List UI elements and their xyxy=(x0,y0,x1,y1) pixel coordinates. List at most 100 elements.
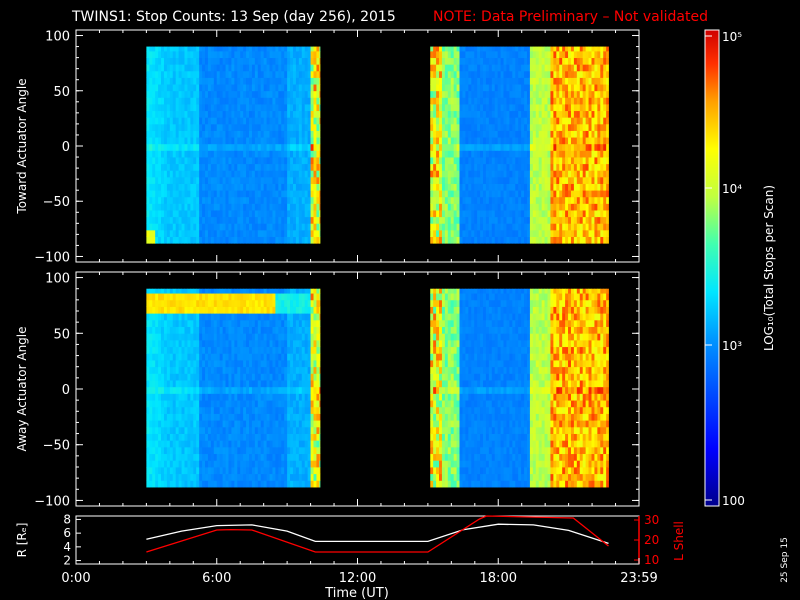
heatmap-cell xyxy=(199,123,203,131)
heatmap-cell xyxy=(152,110,156,118)
heatmap-cell xyxy=(225,373,229,381)
heatmap-cell xyxy=(582,157,587,165)
heatmap-cell xyxy=(149,453,153,461)
heatmap-cell xyxy=(254,236,259,244)
heatmap-cell xyxy=(199,210,203,218)
heatmap-cell xyxy=(275,77,279,85)
heatmap-cell xyxy=(284,236,288,244)
heatmap-cell xyxy=(161,413,165,421)
heatmap-cell xyxy=(304,170,309,178)
heatmap-cell xyxy=(295,70,300,78)
heatmap-cell xyxy=(439,210,443,218)
heatmap-cell xyxy=(316,104,320,112)
heatmap-cell xyxy=(509,176,513,184)
heatmap-cell xyxy=(456,196,460,204)
heatmap-cell xyxy=(175,216,180,224)
heatmap-cell xyxy=(246,90,250,98)
heatmap-cell xyxy=(246,420,250,428)
heatmap-cell xyxy=(184,299,188,307)
heatmap-cell xyxy=(216,306,221,314)
heatmap-cell xyxy=(275,236,279,244)
heatmap-cell xyxy=(430,163,434,171)
heatmap-cell xyxy=(526,77,531,85)
heatmap-cell xyxy=(606,190,609,198)
heatmap-cell xyxy=(585,123,589,131)
heatmap-cell xyxy=(222,360,226,368)
heatmap-cell xyxy=(553,77,557,85)
heatmap-cell xyxy=(535,90,540,98)
heatmap-cell xyxy=(196,117,200,125)
heatmap-cell xyxy=(169,196,174,204)
heatmap-cell xyxy=(485,117,490,125)
heatmap-cell xyxy=(483,203,487,211)
heatmap-cell xyxy=(213,57,218,65)
heatmap-cell xyxy=(243,339,247,348)
heatmap-cell xyxy=(450,143,455,151)
heatmap-cell xyxy=(439,90,443,98)
heatmap-cell xyxy=(485,137,490,145)
heatmap-cell xyxy=(553,203,557,211)
heatmap-cell xyxy=(532,210,537,218)
heatmap-cell xyxy=(222,467,226,475)
heatmap-cell xyxy=(459,110,463,118)
heatmap-cell xyxy=(240,446,244,455)
heatmap-cell xyxy=(161,400,165,408)
heatmap-cell xyxy=(298,77,303,85)
heatmap-cell xyxy=(178,333,182,341)
heatmap-cell xyxy=(316,229,320,237)
heatmap-cell xyxy=(196,426,200,434)
heatmap-cell xyxy=(172,104,177,112)
heatmap-cell xyxy=(163,117,168,125)
heatmap-cell xyxy=(149,293,153,301)
heatmap-cell xyxy=(249,426,253,434)
heatmap-cell xyxy=(228,473,232,481)
heatmap-cell xyxy=(562,137,566,145)
heatmap-cell xyxy=(205,196,209,204)
heatmap-cell xyxy=(166,360,171,368)
heatmap-cell xyxy=(251,77,256,85)
heatmap-cell xyxy=(149,163,153,171)
heatmap-cell xyxy=(254,420,259,428)
heatmap-cell xyxy=(219,420,224,428)
heatmap-cell xyxy=(163,190,168,198)
heatmap-cell xyxy=(292,110,297,118)
heatmap-cell xyxy=(237,467,241,475)
heatmap-cell xyxy=(228,130,232,138)
heatmap-cell xyxy=(158,104,162,112)
heatmap-cell xyxy=(588,183,592,191)
heatmap-cell xyxy=(246,123,250,131)
heatmap-cell xyxy=(573,57,578,65)
heatmap-cell xyxy=(532,77,537,85)
heatmap-cell xyxy=(606,210,609,218)
heatmap-cell xyxy=(570,196,575,204)
heatmap-cell xyxy=(234,333,238,341)
heatmap-cell xyxy=(515,117,519,125)
heatmap-cell xyxy=(553,57,557,65)
heatmap-cell xyxy=(184,433,188,441)
heatmap-cell xyxy=(234,313,238,321)
heatmap-cell xyxy=(187,196,191,204)
heatmap-cell xyxy=(275,229,279,237)
heatmap-cell xyxy=(219,143,224,151)
heatmap-cell xyxy=(199,366,203,374)
heatmap-cell xyxy=(184,117,188,125)
heatmap-cell xyxy=(304,163,309,171)
heatmap-cell xyxy=(591,70,595,78)
heatmap-cell xyxy=(284,130,288,138)
heatmap-cell xyxy=(202,313,206,321)
heatmap-cell xyxy=(606,97,609,105)
heatmap-cell xyxy=(196,170,200,178)
heatmap-cell xyxy=(251,413,256,421)
heatmap-cell xyxy=(582,50,587,59)
heatmap-cell xyxy=(430,130,434,138)
heatmap-cell xyxy=(503,123,507,131)
heatmap-cell xyxy=(234,306,238,314)
heatmap-cell xyxy=(152,446,156,455)
heatmap-cell xyxy=(184,229,188,237)
heatmap-cell xyxy=(515,176,519,184)
heatmap-cell xyxy=(210,163,215,171)
heatmap-cell xyxy=(483,117,487,125)
heatmap-cell xyxy=(246,306,250,314)
heatmap-cell xyxy=(591,137,595,145)
